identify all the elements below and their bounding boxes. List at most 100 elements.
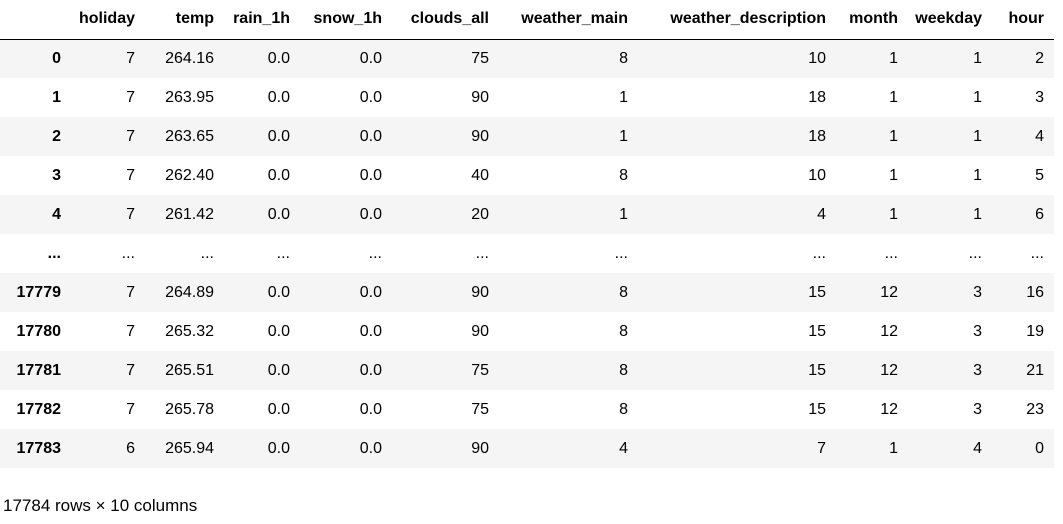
cell-rain-1h: 0.0 — [267, 322, 290, 340]
table-row: 17780 7 265.32 0.0 0.0 90 8 15 12 3 19 — [0, 312, 1054, 351]
cell-weather-description: 4 — [817, 205, 826, 223]
row-index: 17779 — [16, 283, 62, 301]
table-header: holiday temp rain_1h snow_1h clouds_all … — [0, 0, 1054, 40]
row-index: 17782 — [16, 400, 62, 418]
cell-hour: 21 — [1026, 361, 1044, 379]
cell-clouds-all: 90 — [471, 127, 489, 145]
cell-snow-1h: 0.0 — [359, 88, 382, 106]
cell-holiday: 7 — [126, 322, 135, 340]
cell-holiday: 7 — [126, 88, 135, 106]
row-index: 17780 — [16, 322, 62, 340]
cell-weather-description: 15 — [808, 400, 826, 418]
cell-weekday: 4 — [973, 439, 982, 457]
cell-weather-description: 18 — [808, 88, 826, 106]
cell-ellipsis: ... — [884, 244, 898, 262]
cell-weather-description: 7 — [817, 439, 826, 457]
column-header-hour: hour — [992, 0, 1054, 40]
cell-ellipsis: ... — [1030, 244, 1044, 262]
cell-clouds-all: 90 — [471, 439, 489, 457]
cell-ellipsis: ... — [475, 244, 489, 262]
cell-weekday: 1 — [973, 166, 982, 184]
column-header-snow-1h: snow_1h — [300, 0, 392, 40]
cell-ellipsis: ... — [812, 244, 826, 262]
row-index: 4 — [52, 205, 61, 223]
cell-temp: 263.65 — [165, 127, 214, 145]
cell-temp: 265.78 — [165, 400, 214, 418]
cell-temp: 261.42 — [165, 205, 214, 223]
cell-holiday: 7 — [126, 127, 135, 145]
table-row: 17781 7 265.51 0.0 0.0 75 8 15 12 3 21 — [0, 351, 1054, 390]
cell-weekday: 1 — [973, 205, 982, 223]
cell-weather-main: 1 — [619, 88, 628, 106]
table-row: 17782 7 265.78 0.0 0.0 75 8 15 12 3 23 — [0, 390, 1054, 429]
cell-rain-1h: 0.0 — [267, 166, 290, 184]
cell-ellipsis: ... — [276, 244, 290, 262]
cell-clouds-all: 90 — [471, 88, 489, 106]
cell-ellipsis: ... — [368, 244, 382, 262]
row-index: 2 — [52, 127, 61, 145]
cell-temp: 263.95 — [165, 88, 214, 106]
row-index: 0 — [52, 49, 61, 67]
cell-clouds-all: 75 — [471, 361, 489, 379]
cell-weather-description: 15 — [808, 361, 826, 379]
cell-weather-main: 1 — [619, 205, 628, 223]
column-header-weekday: weekday — [908, 0, 992, 40]
cell-snow-1h: 0.0 — [359, 166, 382, 184]
index-header — [0, 0, 71, 40]
cell-hour: 23 — [1026, 400, 1044, 418]
cell-weekday: 3 — [973, 361, 982, 379]
cell-weather-description: 15 — [808, 322, 826, 340]
cell-snow-1h: 0.0 — [359, 322, 382, 340]
cell-hour: 2 — [1035, 49, 1044, 67]
row-index: 1 — [52, 88, 61, 106]
cell-temp: 264.89 — [165, 283, 214, 301]
cell-ellipsis: ... — [968, 244, 982, 262]
cell-snow-1h: 0.0 — [359, 361, 382, 379]
cell-month: 1 — [889, 205, 898, 223]
column-header-weather-main: weather_main — [499, 0, 638, 40]
cell-holiday: 7 — [126, 361, 135, 379]
cell-clouds-all: 90 — [471, 283, 489, 301]
cell-holiday: 7 — [126, 283, 135, 301]
cell-month: 1 — [889, 439, 898, 457]
cell-snow-1h: 0.0 — [359, 439, 382, 457]
table-row: 1 7 263.95 0.0 0.0 90 1 18 1 1 3 — [0, 78, 1054, 117]
cell-temp: 265.94 — [165, 439, 214, 457]
row-index: 17781 — [16, 361, 62, 379]
cell-ellipsis: ... — [121, 244, 135, 262]
table-row: 17779 7 264.89 0.0 0.0 90 8 15 12 3 16 — [0, 273, 1054, 312]
cell-weekday: 3 — [973, 400, 982, 418]
cell-rain-1h: 0.0 — [267, 127, 290, 145]
cell-weekday: 1 — [973, 127, 982, 145]
row-index-ellipsis: ... — [47, 244, 61, 262]
table-body: 0 7 264.16 0.0 0.0 75 8 10 1 1 2 1 7 263… — [0, 39, 1054, 468]
cell-snow-1h: 0.0 — [359, 283, 382, 301]
cell-hour: 5 — [1035, 166, 1044, 184]
cell-weather-main: 8 — [619, 400, 628, 418]
cell-snow-1h: 0.0 — [359, 400, 382, 418]
cell-clouds-all: 75 — [471, 49, 489, 67]
cell-hour: 16 — [1026, 283, 1044, 301]
row-index: 3 — [52, 166, 61, 184]
cell-snow-1h: 0.0 — [359, 127, 382, 145]
cell-rain-1h: 0.0 — [267, 400, 290, 418]
column-header-month: month — [836, 0, 908, 40]
column-header-temp: temp — [145, 0, 224, 40]
cell-weekday: 1 — [973, 88, 982, 106]
cell-weather-description: 10 — [808, 49, 826, 67]
table-row: 0 7 264.16 0.0 0.0 75 8 10 1 1 2 — [0, 39, 1054, 78]
cell-weekday: 3 — [973, 283, 982, 301]
cell-hour: 19 — [1026, 322, 1044, 340]
cell-temp: 264.16 — [165, 49, 214, 67]
cell-clouds-all: 90 — [471, 322, 489, 340]
cell-weather-description: 15 — [808, 283, 826, 301]
cell-temp: 265.32 — [165, 322, 214, 340]
cell-month: 1 — [889, 88, 898, 106]
cell-rain-1h: 0.0 — [267, 49, 290, 67]
column-header-clouds-all: clouds_all — [392, 0, 499, 40]
cell-weather-description: 10 — [808, 166, 826, 184]
cell-month: 12 — [880, 361, 898, 379]
cell-weather-main: 8 — [619, 166, 628, 184]
cell-weekday: 3 — [973, 322, 982, 340]
